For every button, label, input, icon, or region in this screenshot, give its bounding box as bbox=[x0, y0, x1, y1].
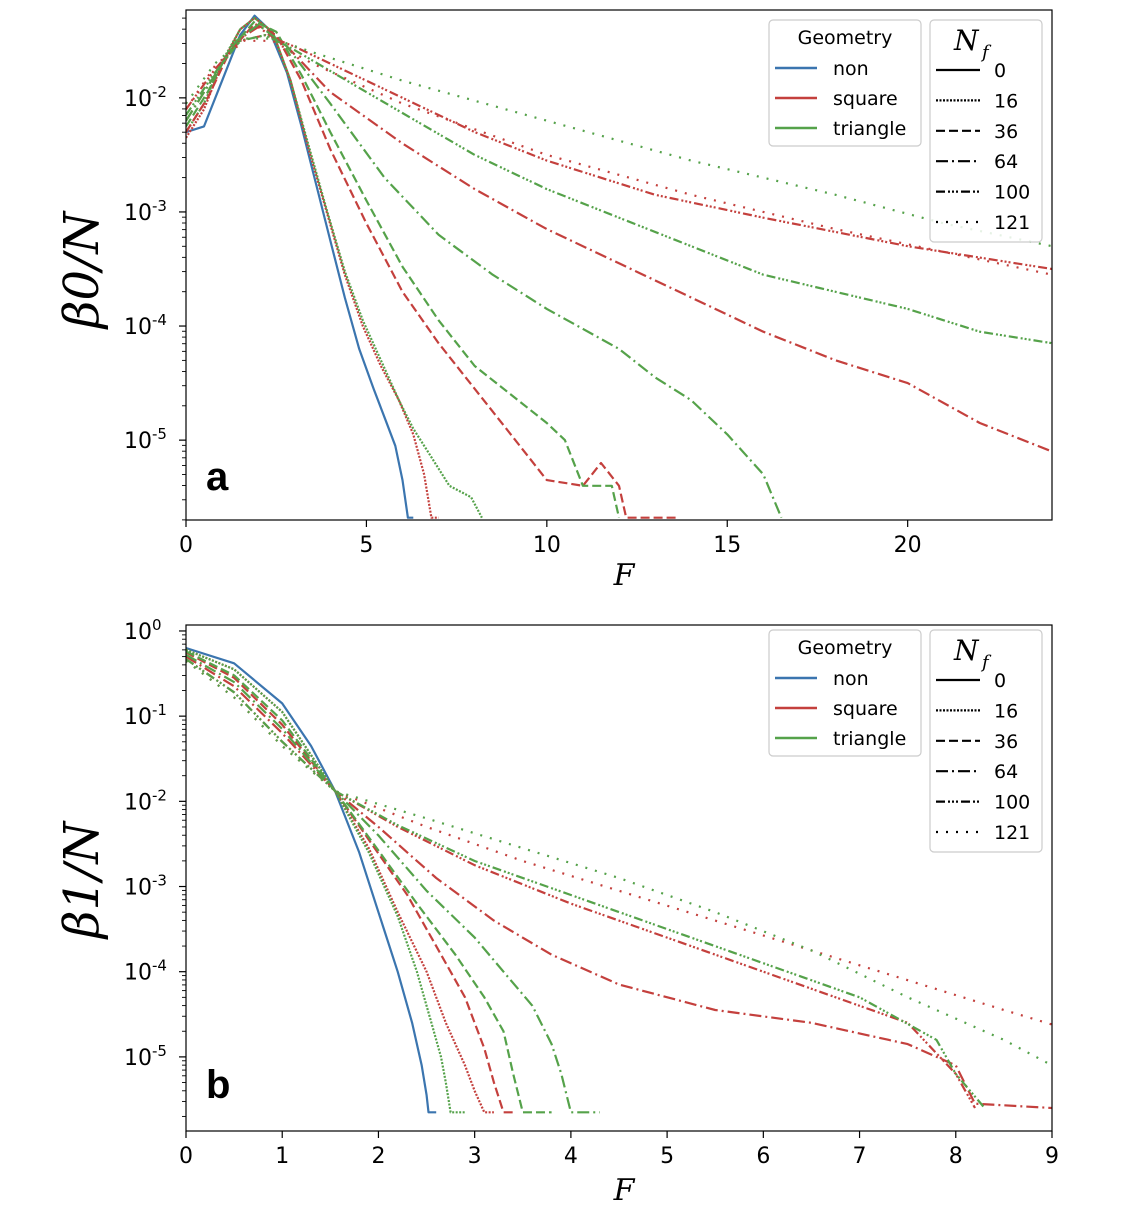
series-line-square-nf16 bbox=[186, 16, 439, 519]
geometry-legend-box bbox=[768, 19, 922, 147]
nf-legend-label-100: 100 bbox=[994, 792, 1030, 814]
geometry-legend-label-square: square bbox=[833, 698, 898, 720]
y-tick-label: 10-5 bbox=[124, 1042, 167, 1071]
panel-a: 0 5 10 15 20 10-2 10-3 10-4 10-5 Fβ0/N a Geometry no… bbox=[54, 9, 1053, 593]
y-axis-title: β1/N bbox=[54, 820, 110, 940]
x-tick-label: 4 bbox=[564, 1144, 578, 1169]
nf-legend-label-36: 36 bbox=[994, 121, 1018, 143]
plot-frame bbox=[185, 624, 1053, 1132]
x-tick-label: 15 bbox=[713, 533, 741, 558]
x-axis-title: F bbox=[613, 558, 636, 593]
y-tick-label: 10-3 bbox=[124, 872, 167, 901]
y-tick-label: 100 bbox=[124, 616, 162, 645]
series-line-square-nf64 bbox=[186, 655, 1052, 1110]
geometry-legend-title: Geometry bbox=[798, 637, 893, 659]
y-axis-title: β0/N bbox=[54, 210, 110, 330]
series-line-triangle-nf16 bbox=[186, 648, 465, 1114]
geometry-legend-box bbox=[768, 629, 922, 757]
geometry-legend-label-non: non bbox=[833, 58, 869, 80]
series-line-triangle-nf36 bbox=[186, 650, 552, 1114]
x-tick-label: 6 bbox=[756, 1144, 770, 1169]
x-tick-label: 5 bbox=[359, 533, 373, 558]
geometry-legend-label-triangle: triangle bbox=[833, 118, 906, 140]
series-line-square-nf100 bbox=[186, 34, 1052, 271]
series-line-triangle-nf64 bbox=[186, 23, 783, 519]
y-tick-label: 10-2 bbox=[124, 83, 167, 112]
series-line-non-nf0 bbox=[186, 646, 437, 1114]
series-line-triangle-nf64 bbox=[186, 653, 600, 1114]
y-tick-label: 10-4 bbox=[124, 957, 167, 986]
series-line-triangle-nf100 bbox=[186, 34, 1052, 345]
geometry-legend-label-square: square bbox=[833, 88, 898, 110]
nf-legend-label-16: 16 bbox=[994, 90, 1018, 112]
x-tick-label: 20 bbox=[894, 533, 922, 558]
series-line-square-nf36 bbox=[186, 22, 677, 519]
nf-legend-label-100: 100 bbox=[994, 182, 1030, 204]
x-tick-label: 0 bbox=[179, 533, 193, 558]
nf-legend-label-0: 0 bbox=[994, 60, 1006, 82]
series-line-triangle-nf121 bbox=[186, 659, 1052, 1067]
panel-b: 0 1 2 3 4 5 6 7 8 9 100 10-1 10-2 10-3 10-4 10-5 Fβ1/N b G… bbox=[54, 616, 1059, 1208]
series-group bbox=[186, 646, 1052, 1114]
series-line-square-nf16 bbox=[186, 648, 494, 1114]
plot-frame bbox=[185, 9, 1053, 521]
x-tick-label: 0 bbox=[179, 1144, 193, 1169]
y-tick-label: 10-5 bbox=[124, 425, 167, 454]
y-tick-label: 10-3 bbox=[124, 197, 167, 226]
geometry-legend-label-non: non bbox=[833, 668, 869, 690]
y-tick-label: 10-4 bbox=[124, 311, 167, 340]
x-axis-title: F bbox=[613, 1173, 636, 1208]
series-line-square-nf36 bbox=[186, 651, 514, 1114]
x-tick-label: 1 bbox=[275, 1144, 289, 1169]
panel-letter: b bbox=[206, 1063, 230, 1107]
nf-legend-label-121: 121 bbox=[994, 212, 1030, 234]
x-tick-label: 5 bbox=[660, 1144, 674, 1169]
y-tick-label: 10-1 bbox=[124, 701, 167, 730]
series-line-square-nf121 bbox=[186, 39, 1052, 276]
series-line-square-nf64 bbox=[186, 26, 1052, 453]
nf-legend-label-0: 0 bbox=[994, 670, 1006, 692]
x-tick-label: 7 bbox=[853, 1144, 867, 1169]
nf-legend-label-36: 36 bbox=[994, 731, 1018, 753]
geometry-legend-label-triangle: triangle bbox=[833, 728, 906, 750]
geometry-legend-title: Geometry bbox=[798, 27, 893, 49]
nf-legend-label-121: 121 bbox=[994, 822, 1030, 844]
x-tick-label: 10 bbox=[533, 533, 561, 558]
series-group bbox=[186, 14, 1052, 519]
x-tick-label: 8 bbox=[949, 1144, 963, 1169]
nf-legend-label-64: 64 bbox=[994, 151, 1018, 173]
x-tick-label: 2 bbox=[371, 1144, 385, 1169]
series-line-triangle-nf16 bbox=[186, 16, 483, 519]
nf-legend-box bbox=[929, 629, 1043, 853]
y-tick-label: 10-2 bbox=[124, 786, 167, 815]
series-line-triangle-nf100 bbox=[186, 658, 986, 1109]
nf-legend-box bbox=[929, 19, 1043, 243]
nf-legend-title: N bbox=[953, 24, 980, 57]
x-tick-label: 9 bbox=[1045, 1144, 1059, 1169]
nf-legend-title: N bbox=[953, 634, 980, 667]
panel-letter: a bbox=[206, 455, 229, 499]
nf-legend-label-64: 64 bbox=[994, 761, 1018, 783]
nf-legend-label-16: 16 bbox=[994, 700, 1018, 722]
series-line-non-nf0 bbox=[186, 14, 414, 519]
x-tick-label: 3 bbox=[468, 1144, 482, 1169]
series-line-triangle-nf36 bbox=[186, 20, 621, 518]
series-line-square-nf121 bbox=[186, 659, 1052, 1026]
series-line-triangle-nf121 bbox=[186, 37, 1052, 248]
